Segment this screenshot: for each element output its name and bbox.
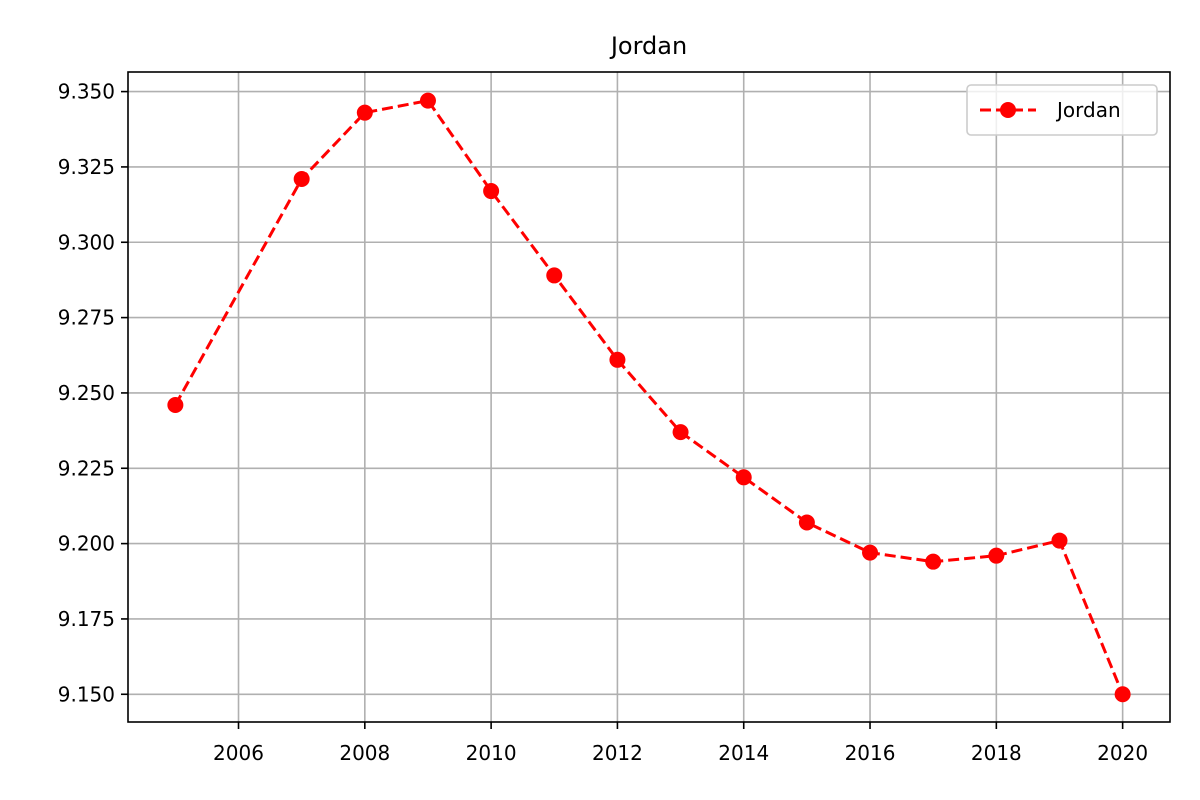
data-point <box>1051 532 1068 549</box>
data-point <box>862 544 879 561</box>
y-tick-label: 9.300 <box>58 230 115 254</box>
legend-label: Jordan <box>1055 98 1121 122</box>
x-tick-label: 2006 <box>213 741 264 765</box>
data-point <box>735 469 752 486</box>
legend-box <box>966 84 1158 136</box>
data-point <box>167 396 184 413</box>
data-point <box>293 170 310 187</box>
data-point <box>672 424 689 441</box>
x-tick-label: 2012 <box>592 741 643 765</box>
y-tick-label: 9.225 <box>58 456 115 480</box>
x-tick-label: 2010 <box>466 741 517 765</box>
x-tick-label: 2016 <box>845 741 896 765</box>
y-tick-label: 9.325 <box>58 155 115 179</box>
x-tick-label: 2020 <box>1097 741 1148 765</box>
y-tick-label: 9.150 <box>58 682 115 706</box>
x-tick-label: 2018 <box>971 741 1022 765</box>
data-point <box>419 92 436 109</box>
data-point <box>988 547 1005 564</box>
legend-marker <box>1000 102 1016 118</box>
axes-frame <box>127 71 1171 723</box>
data-point <box>546 267 563 284</box>
x-axis: 2006 2008 2010 2012 2014 2016 2018 2020 <box>213 722 1148 765</box>
x-tick-label: 2014 <box>718 741 769 765</box>
data-point <box>925 553 942 570</box>
y-tick-label: 9.175 <box>58 607 115 631</box>
y-tick-label: 9.275 <box>58 306 115 330</box>
data-point <box>1114 686 1131 703</box>
series-line <box>174 98 1125 695</box>
y-tick-label: 9.200 <box>58 532 115 556</box>
chart-title: Jordan <box>609 32 687 60</box>
y-axis: 9.150 9.175 9.200 9.225 9.250 9.275 9.300 9.325… <box>58 80 128 706</box>
grid <box>128 72 1170 722</box>
legend: Jordan <box>966 84 1158 136</box>
data-point <box>609 351 626 368</box>
y-tick-label: 9.250 <box>58 381 115 405</box>
data-point <box>798 514 815 531</box>
x-tick-label: 2008 <box>339 741 390 765</box>
data-point <box>356 104 373 121</box>
series-layer <box>167 92 1131 703</box>
data-point <box>483 183 500 200</box>
y-tick-label: 9.350 <box>58 80 115 104</box>
